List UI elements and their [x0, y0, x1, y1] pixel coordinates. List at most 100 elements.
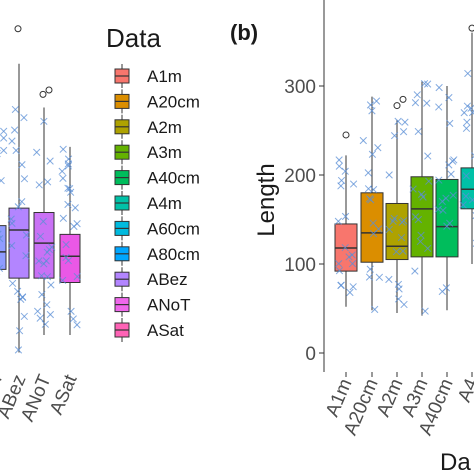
- data-point: [0, 230, 2, 238]
- point-stroke: [394, 117, 402, 125]
- data-point: [71, 204, 79, 212]
- x-axis-title: Da: [440, 449, 471, 474]
- point-stroke: [463, 118, 471, 126]
- y-tick-label: 200: [284, 166, 316, 187]
- data-point: [8, 219, 16, 227]
- data-point: [35, 257, 43, 265]
- data-point: [335, 162, 343, 170]
- box-A3m: [409, 79, 434, 316]
- point-stroke: [434, 205, 442, 213]
- data-point: [442, 194, 450, 202]
- data-point: [435, 103, 443, 111]
- point-stroke: [435, 83, 443, 92]
- point-stroke: [40, 117, 48, 126]
- data-point: [11, 105, 20, 114]
- legend-item-label: A20cm: [147, 92, 200, 111]
- data-point: [389, 217, 397, 225]
- data-point: [459, 201, 467, 209]
- box-ANoT: [33, 86, 56, 335]
- legend-item-A60cm: A60cm: [110, 216, 200, 241]
- data-point: [0, 127, 8, 135]
- data-point: [62, 253, 70, 262]
- data-point: [40, 260, 48, 268]
- data-point: [346, 288, 354, 297]
- legend-item-A2m: A2m: [110, 114, 182, 139]
- data-point: [366, 101, 375, 109]
- data-point: [416, 237, 425, 246]
- data-point: [64, 184, 72, 192]
- legend-item-label: ASat: [147, 321, 184, 340]
- point-stroke: [20, 114, 28, 122]
- point-stroke: [411, 213, 420, 221]
- point-stroke: [73, 272, 81, 281]
- data-point: [468, 196, 474, 204]
- data-point: [18, 161, 26, 169]
- point-stroke: [392, 247, 401, 256]
- data-point: [14, 346, 23, 354]
- data-point: [66, 185, 74, 193]
- data-point: [394, 117, 402, 125]
- data-point: [401, 118, 409, 126]
- point-stroke: [15, 327, 24, 335]
- legend-item-label: ANoT: [147, 296, 190, 315]
- point-stroke: [409, 185, 417, 193]
- data-point: [417, 231, 425, 239]
- point-stroke: [64, 160, 72, 168]
- point-stroke: [8, 279, 17, 288]
- data-point: [399, 128, 408, 136]
- data-point: [39, 217, 47, 226]
- point-stroke: [7, 215, 15, 223]
- data-point: [411, 213, 420, 221]
- data-point: [369, 230, 378, 238]
- data-point: [341, 243, 349, 252]
- point-stroke: [375, 273, 384, 281]
- box-A1m: [334, 131, 358, 307]
- data-point: [58, 276, 67, 285]
- point-stroke: [14, 203, 22, 211]
- point-stroke: [417, 231, 425, 239]
- point-stroke: [390, 131, 399, 140]
- point-stroke: [471, 155, 474, 160]
- point-stroke: [420, 79, 429, 88]
- y-tick: 300: [284, 77, 324, 98]
- data-point: [335, 156, 343, 164]
- point-stroke: [442, 284, 451, 292]
- point-stroke: [389, 217, 397, 225]
- data-point: [18, 293, 27, 302]
- point-stroke: [439, 206, 447, 215]
- point-stroke: [18, 161, 26, 169]
- point-stroke: [20, 312, 28, 321]
- legend-item-ASat: ASat: [110, 318, 184, 342]
- point-stroke: [411, 99, 420, 107]
- point-stroke: [468, 110, 474, 117]
- point-stroke: [71, 204, 79, 212]
- data-point: [8, 242, 16, 250]
- point-stroke: [35, 181, 43, 189]
- point-stroke: [39, 217, 47, 226]
- data-point: [67, 307, 75, 315]
- box-A4: [459, 24, 474, 264]
- data-point: [424, 152, 432, 160]
- legend-item-label: A3m: [147, 143, 182, 162]
- data-point: [18, 197, 26, 206]
- point-stroke: [64, 155, 73, 163]
- point-stroke: [64, 184, 72, 192]
- data-point: [43, 273, 52, 281]
- point-stroke: [0, 230, 2, 233]
- x-tick: A4: [454, 372, 474, 405]
- data-point: [33, 307, 42, 315]
- plot-area: [328, 0, 474, 372]
- point-stroke: [335, 259, 343, 268]
- point-stroke: [443, 222, 451, 230]
- legend-item-A20cm: A20cm: [110, 89, 200, 114]
- point-stroke: [58, 276, 67, 285]
- legend-item-label: A2m: [147, 118, 182, 137]
- point-stroke: [348, 251, 356, 259]
- box-A80cm: [0, 127, 8, 275]
- point-stroke: [462, 124, 471, 133]
- point-stroke: [48, 243, 56, 251]
- data-point: [0, 134, 8, 142]
- point-stroke: [46, 157, 54, 165]
- point-stroke: [36, 314, 44, 322]
